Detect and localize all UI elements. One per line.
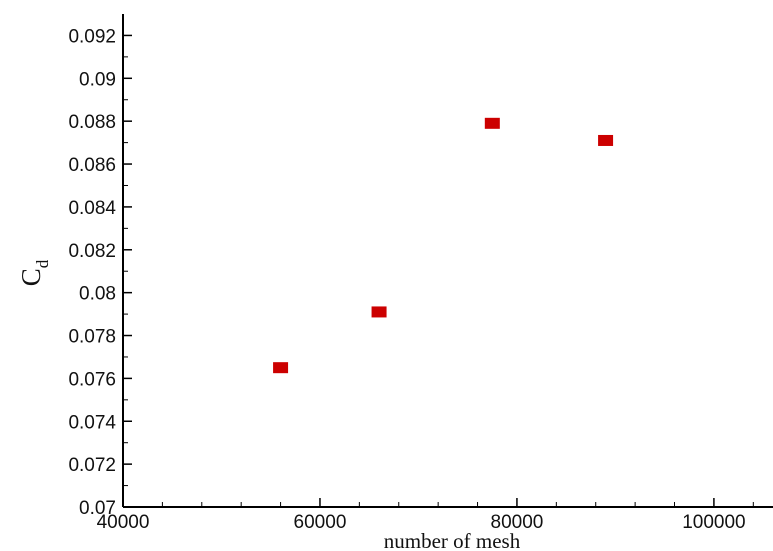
y-axis-label-subscript: d (33, 259, 52, 268)
y-tick-label: 0.088 (68, 112, 116, 133)
y-axis-label-main: C (16, 268, 46, 286)
y-tick-label: 0.072 (68, 455, 116, 476)
y-tick-label: 0.092 (68, 26, 116, 47)
data-point (598, 135, 613, 146)
y-tick-label: 0.074 (68, 412, 116, 433)
y-tick-label: 0.082 (68, 241, 116, 262)
svg-text:Cd: Cd (16, 259, 52, 286)
y-tick-label: 0.086 (68, 155, 116, 176)
x-axis-label: number of mesh (384, 529, 521, 551)
y-tick-label: 0.09 (79, 69, 116, 90)
y-tick-label: 0.078 (68, 327, 116, 348)
y-tick-label: 0.076 (68, 369, 116, 390)
x-tick-label: 60000 (294, 512, 347, 533)
x-tick-label: 100000 (682, 512, 745, 533)
y-tick-label: 0.08 (79, 284, 116, 305)
data-point (485, 118, 500, 129)
data-point (372, 306, 387, 317)
x-tick-label: 40000 (97, 512, 150, 533)
y-axis-label: Cd (16, 259, 52, 286)
data-point (273, 362, 288, 373)
y-tick-label: 0.084 (68, 198, 116, 219)
